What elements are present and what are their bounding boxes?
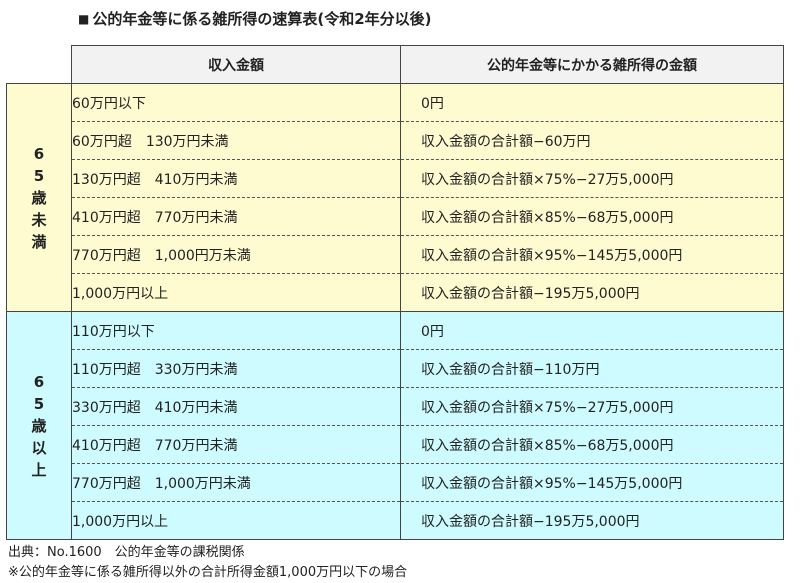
amount-cell: 収入金額の合計額×85%−68万5,000円 <box>400 425 784 464</box>
income-cell: 410万円超 770万円未満 <box>71 197 401 236</box>
title-text: 公的年金等に係る雑所得の速算表(令和2年分以後) <box>92 10 432 28</box>
income-cell: 330万円超 410万円未満 <box>71 387 401 426</box>
amount-cell: 収入金額の合計額×75%−27万5,000円 <box>400 159 784 198</box>
table-row: 770万円超 1,000円万未満 収入金額の合計額×95%−145万5,000円 <box>6 235 784 274</box>
income-cell: 130万円超 410万円未満 <box>71 159 401 198</box>
amount-cell: 収入金額の合計額×95%−145万5,000円 <box>400 463 784 502</box>
amount-cell: 収入金額の合計額−110万円 <box>400 349 784 388</box>
amount-cell: 収入金額の合計額−195万5,000円 <box>400 501 784 540</box>
header-income: 収入金額 <box>71 45 401 84</box>
group-label-under-65: 6 5 歳 未 満 <box>6 83 72 312</box>
amount-cell: 0円 <box>400 83 784 122</box>
table-header-row: 収入金額 公的年金等にかかる雑所得の金額 <box>6 45 784 84</box>
table-row: 110万円超 330万円未満 収入金額の合計額−110万円 <box>6 349 784 388</box>
income-cell: 410万円超 770万円未満 <box>71 425 401 464</box>
income-cell: 770万円超 1,000万円未満 <box>71 463 401 502</box>
header-blank <box>6 45 72 84</box>
table-row: 1,000万円以上 収入金額の合計額−195万5,000円 <box>6 273 784 312</box>
income-cell: 110万円以下 <box>71 311 401 350</box>
amount-cell: 収入金額の合計額×85%−68万5,000円 <box>400 197 784 236</box>
header-amount: 公的年金等にかかる雑所得の金額 <box>400 45 784 84</box>
income-cell: 60万円超 130万円未満 <box>71 121 401 160</box>
condition-note: ※公的年金等に係る雑所得以外の合計所得金額1,000万円以下の場合 <box>8 565 408 580</box>
source-note: 出典：No.1600 公的年金等の課税関係 <box>8 545 245 560</box>
table-row: 1,000万円以上 収入金額の合計額−195万5,000円 <box>6 501 784 540</box>
amount-cell: 収入金額の合計額×75%−27万5,000円 <box>400 387 784 426</box>
square-bullet-icon: ■ <box>78 12 90 26</box>
group-label-65-and-over: 6 5 歳 以 上 <box>6 311 72 540</box>
table-row: 410万円超 770万円未満 収入金額の合計額×85%−68万5,000円 <box>6 197 784 236</box>
income-cell: 110万円超 330万円未満 <box>71 349 401 388</box>
table-row: 770万円超 1,000万円未満 収入金額の合計額×95%−145万5,000円 <box>6 463 784 502</box>
amount-cell: 0円 <box>400 311 784 350</box>
income-cell: 60万円以下 <box>71 83 401 122</box>
table-row: 6 5 歳 以 上 110万円以下 0円 <box>6 311 784 540</box>
amount-cell: 収入金額の合計額−195万5,000円 <box>400 273 784 312</box>
table-row: 130万円超 410万円未満 収入金額の合計額×75%−27万5,000円 <box>6 159 784 198</box>
amount-cell: 収入金額の合計額−60万円 <box>400 121 784 160</box>
income-cell: 1,000万円以上 <box>71 501 401 540</box>
table-row: 6 5 歳 未 満 60万円以下 0円 <box>6 83 784 312</box>
table-row: 330万円超 410万円未満 収入金額の合計額×75%−27万5,000円 <box>6 387 784 426</box>
table-row: 60万円超 130万円未満 収入金額の合計額−60万円 <box>6 121 784 160</box>
page-title: ■ 公的年金等に係る雑所得の速算表(令和2年分以後) <box>78 8 432 29</box>
income-cell: 1,000万円以上 <box>71 273 401 312</box>
quick-calc-table: 収入金額 公的年金等にかかる雑所得の金額 6 5 歳 未 満 60万円以下 0円… <box>6 45 784 540</box>
table-row: 410万円超 770万円未満 収入金額の合計額×85%−68万5,000円 <box>6 425 784 464</box>
income-cell: 770万円超 1,000円万未満 <box>71 235 401 274</box>
amount-cell: 収入金額の合計額×95%−145万5,000円 <box>400 235 784 274</box>
